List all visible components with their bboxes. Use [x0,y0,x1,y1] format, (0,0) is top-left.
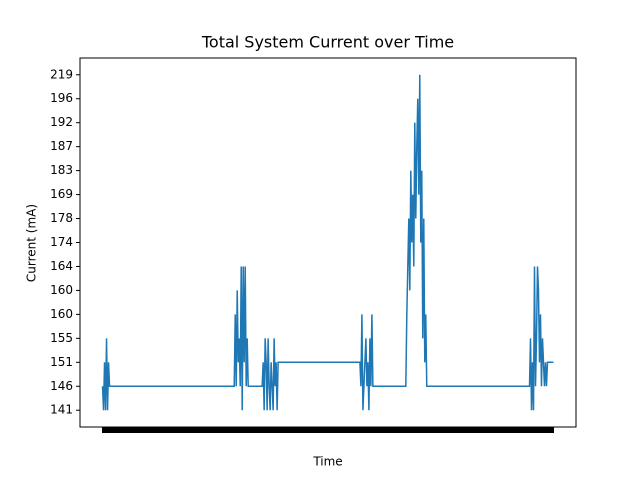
plot-frame [79,57,577,428]
y-tick-label: 192 [50,115,73,129]
y-tick-label: 178 [50,211,73,225]
x-axis-label: Time [312,455,342,469]
y-tick-label: 146 [50,379,73,393]
y-tick-label: 160 [50,307,73,321]
y-tick-label: 160 [50,283,73,297]
line [101,74,554,411]
y-tick-label: 151 [50,355,73,369]
y-tick-label: 164 [50,259,73,273]
y-tick-label: 141 [50,403,73,417]
y-tick-label: 169 [50,187,73,201]
y-tick-label: 183 [50,163,73,177]
x-tick-band [102,427,554,433]
y-axis-label: Current (mA) [25,204,39,282]
y-tick-label: 187 [50,139,73,153]
y-tick-label: 219 [50,67,73,81]
y-tick-label: 196 [50,91,73,105]
chart-title: Total System Current over Time [201,33,454,52]
y-tick-label: 174 [50,235,73,249]
y-tick-label: 155 [50,331,73,345]
